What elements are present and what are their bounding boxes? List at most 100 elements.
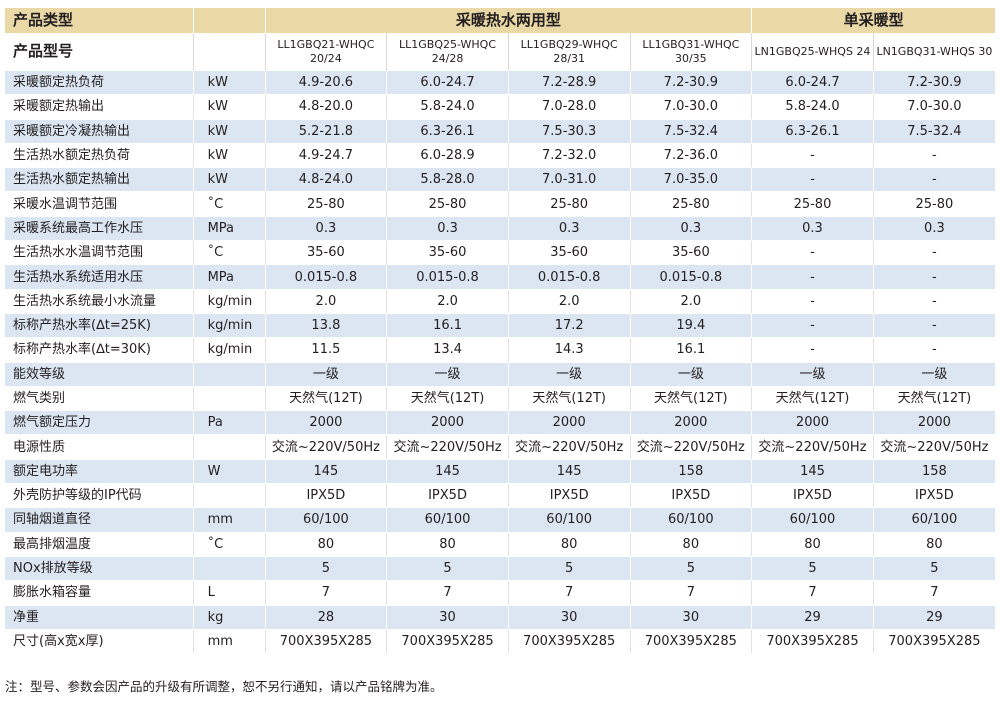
param-value: - [751,264,874,290]
param-value: 交流~220V/50Hz [751,434,874,460]
param-value: 0.3 [630,216,753,242]
param-name: 标称产热水率(∆t=25K) [5,313,194,339]
param-unit: kW [193,71,266,96]
param-value: 7 [630,580,753,606]
param-unit: kg/min [193,313,266,339]
param-value: 80 [508,532,631,557]
param-name: 生活热水系统适用水压 [5,264,194,290]
param-unit: ˚C [193,191,266,217]
param-unit [193,434,266,460]
param-unit [193,556,266,582]
param-value: 145 [508,459,631,485]
model-name: LN1GBQ25-WHQS 24 [751,33,874,71]
param-value: 0.3 [873,216,995,242]
param-value: 80 [386,532,509,557]
param-value: 7.0-30.0 [873,94,995,120]
param-value: 19.4 [630,313,753,339]
param-value: - [751,337,874,363]
param-unit: MPa [193,216,266,242]
param-value: 35-60 [265,240,388,266]
param-name: 能效等级 [5,362,194,387]
param-name: 尺寸(高x宽x厚) [5,629,194,655]
table-row: 生活热水水温调节范围 ˚C 35-60 35-60 35-60 35-60- - [5,240,995,266]
param-value: 交流~220V/50Hz [386,434,509,460]
param-value: 0.3 [265,216,388,242]
model-name: LN1GBQ31-WHQS 30 [873,33,995,71]
param-value: 7.0-35.0 [630,167,753,193]
param-value: - [751,167,874,193]
param-value: 700X395X285 [630,629,753,655]
table-row: 额定电功率 W 145 145 145 158 145 158 [5,459,995,485]
param-value: 80 [751,532,874,557]
param-value: 7.5-32.4 [630,119,753,144]
table-row: 采暖水温调节范围 ˚C 25-80 25-80 25-80 25-80 25-80 25-80 [5,191,995,217]
table-row: 采暖系统最高工作水压 MPa 0.3 0.3 0.3 0.3 0.3 0.3 [5,216,995,242]
param-value: 60/100 [386,507,509,533]
param-value: 2.0 [508,289,631,314]
param-name: 净重 [5,605,194,630]
table-row: 生活热水额定热负荷 kW 4.9-24.7 6.0-28.9 7.2-32.0 7.2-3… [5,143,995,169]
table-row: 标称产热水率(∆t=25K) kg/min 13.8 16.1 17.2 19.4- - [5,313,995,339]
param-value: 2000 [630,410,753,436]
table-row: 最高排烟温度 ˚C 80 80 80 80 80 80 [5,532,995,557]
param-value: 7 [508,580,631,606]
param-value: 4.8-24.0 [265,167,388,193]
param-value: 交流~220V/50Hz [508,434,631,460]
param-value: IPX5D [873,483,995,509]
param-value: 7.0-30.0 [630,94,753,120]
param-value: 35-60 [386,240,509,266]
param-value: 158 [630,459,753,485]
param-unit [193,362,266,387]
param-value: 7 [873,580,995,606]
param-value: 5 [386,556,509,582]
param-value: 5.2-21.8 [265,119,388,144]
param-value: - [751,289,874,314]
param-value: 35-60 [630,240,753,266]
param-value: 7 [751,580,874,606]
param-unit: L [193,580,266,606]
param-value: 6.0-28.9 [386,143,509,169]
param-unit [193,386,266,412]
table-row: 电源性质 交流~220V/50Hz 交流~220V/50Hz 交流~220V/50Hz… [5,434,995,460]
table-row: 燃气额定压力 Pa 2000 2000 2000 2000 2000 2000 [5,410,995,436]
param-value: 80 [265,532,388,557]
param-value: 5 [630,556,753,582]
param-value: 0.3 [751,216,874,242]
param-value: 5.8-28.0 [386,167,509,193]
param-value: 5.8-24.0 [386,94,509,120]
param-value: 30 [508,605,631,630]
param-value: 145 [265,459,388,485]
param-value: 4.9-24.7 [265,143,388,169]
param-name: 电源性质 [5,434,194,460]
param-value: 25-80 [265,191,388,217]
header-category-row: 产品类型 采暖热水两用型 单采暖型 [5,8,995,33]
param-value: 80 [873,532,995,557]
param-unit: kW [193,119,266,144]
param-value: 7.0-28.0 [508,94,631,120]
param-value: 2000 [386,410,509,436]
param-value: 0.015-0.8 [386,264,509,290]
param-value: 2.0 [386,289,509,314]
param-value: 交流~220V/50Hz [630,434,753,460]
param-value: IPX5D [751,483,874,509]
table-row: 净重 kg 28 30 30 30 29 29 [5,605,995,630]
param-value: 天然气(12T) [386,386,509,412]
table-row: NOx排放等级 5 5 5 5 5 5 [5,556,995,582]
param-value: - [873,240,995,266]
param-value: 25-80 [386,191,509,217]
header-model-row: 产品型号 LL1GBQ21-WHQC 20/24 LL1GBQ25-WHQC 2… [5,33,995,71]
param-value: - [873,167,995,193]
param-unit: kg/min [193,289,266,314]
param-name: 采暖水温调节范围 [5,191,194,217]
param-value: IPX5D [265,483,388,509]
param-value: 7.0-31.0 [508,167,631,193]
model-name: LL1GBQ29-WHQC 28/31 [508,33,631,71]
param-value: 0.3 [508,216,631,242]
param-value: 60/100 [265,507,388,533]
param-value: 60/100 [873,507,995,533]
param-value: 6.3-26.1 [386,119,509,144]
table-row: 同轴烟道直径 mm 60/100 60/100 60/100 60/100 60/100 60… [5,507,995,533]
param-value: 700X395X285 [751,629,874,655]
param-value: 16.1 [630,337,753,363]
table-row: 生活热水额定热输出 kW 4.8-24.0 5.8-28.0 7.0-31.0 7.0-3… [5,167,995,193]
